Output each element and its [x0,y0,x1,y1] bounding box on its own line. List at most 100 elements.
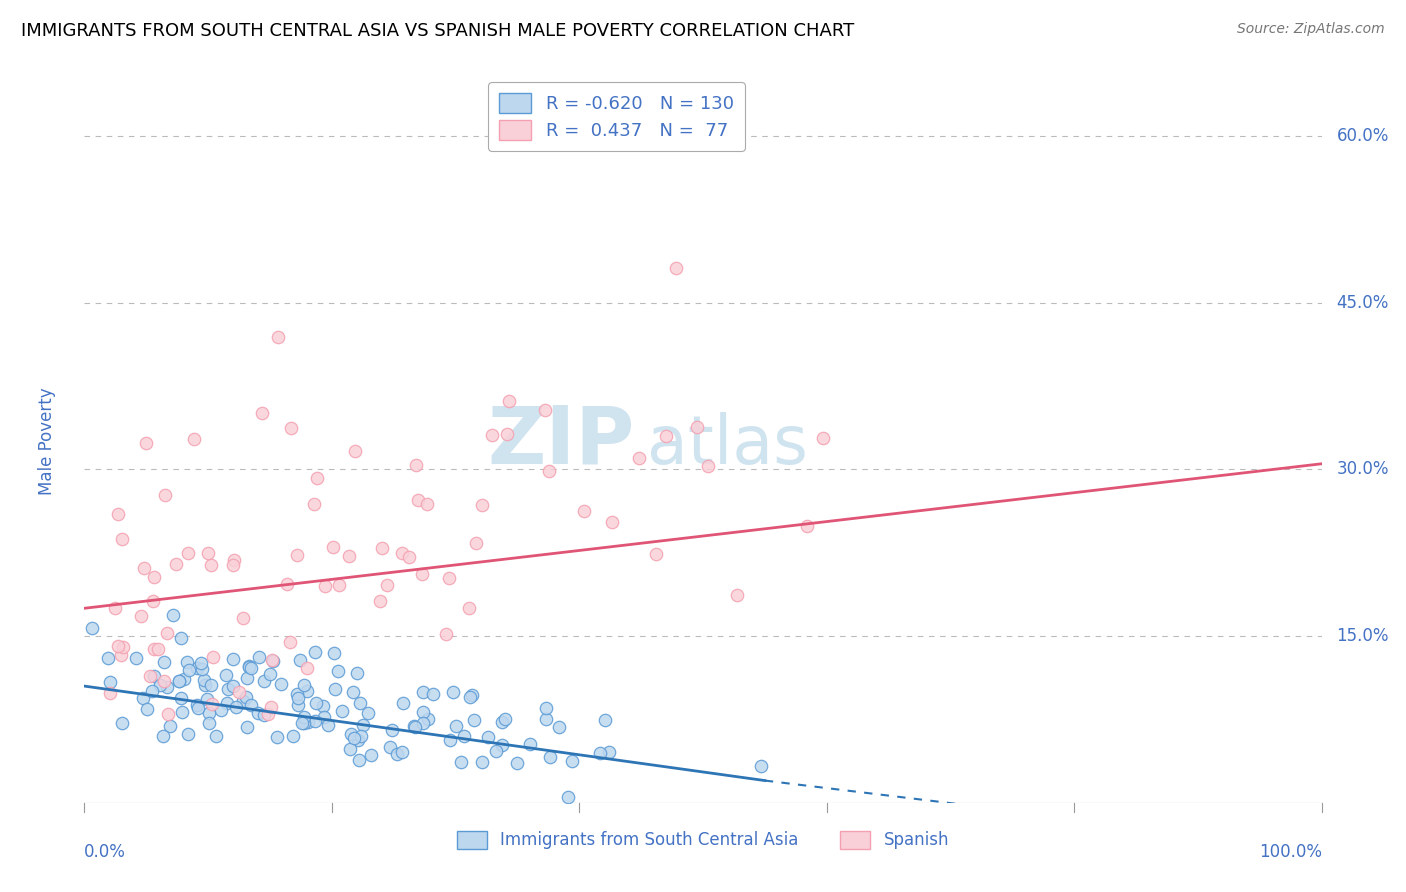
Point [228,685,250,699]
Point [194,678,217,692]
Point [281,730,304,744]
Point [477,730,499,744]
Point [538,750,561,764]
Point [323,646,346,660]
Point [215,696,238,710]
Text: Source: ZipAtlas.com: Source: ZipAtlas.com [1237,22,1385,37]
Point [304,645,326,659]
Point [107,640,129,654]
Point [287,698,309,712]
Point [195,691,218,706]
Point [418,712,440,726]
Point [111,640,134,654]
Point [337,549,360,563]
Point [811,431,834,445]
Point [391,745,413,759]
Point [135,436,157,450]
Point [134,561,156,575]
Point [378,739,401,754]
Point [534,700,557,714]
Point [104,601,127,615]
Point [162,608,184,623]
Text: 30.0%: 30.0% [1337,460,1389,478]
Point [412,685,434,699]
Point [356,706,378,721]
Point [232,694,254,708]
Point [346,665,368,680]
Point [267,329,290,343]
Point [253,674,276,689]
Point [360,747,382,762]
Point [589,746,612,760]
Text: IMMIGRANTS FROM SOUTH CENTRAL ASIA VS SPANISH MALE POVERTY CORRELATION CHART: IMMIGRANTS FROM SOUTH CENTRAL ASIA VS SP… [21,22,855,40]
Point [375,578,398,592]
Point [458,600,481,615]
Point [142,641,165,656]
Point [391,696,413,710]
Point [344,443,367,458]
Point [165,557,187,571]
Point [262,654,284,668]
Point [600,515,623,529]
Point [197,715,219,730]
Point [215,668,238,682]
Point [98,674,121,689]
Point [97,651,120,665]
Point [200,678,222,692]
Point [349,729,371,743]
Text: ZIP: ZIP [488,402,636,481]
Point [159,719,181,733]
Point [471,756,494,770]
Point [170,705,193,719]
Point [209,703,232,717]
Point [434,627,457,641]
Point [422,688,444,702]
Point [152,729,174,743]
Point [655,429,678,443]
Point [461,688,484,702]
Point [491,715,513,730]
Point [295,661,318,675]
Point [217,682,239,697]
Point [236,721,259,735]
Point [110,648,132,663]
Point [167,674,190,689]
Point [98,686,121,700]
Point [177,546,200,560]
Point [169,674,191,689]
Point [198,706,221,721]
Point [235,690,257,704]
Point [129,609,152,624]
Point [292,710,315,724]
Point [232,611,254,625]
Text: 0.0%: 0.0% [84,843,127,861]
Point [471,498,494,512]
Point [238,660,260,674]
Point [278,635,301,649]
Point [222,558,245,572]
Point [404,720,426,734]
Point [152,674,174,689]
Point [295,683,318,698]
Point [291,716,314,731]
Point [557,790,579,805]
Point [259,667,281,681]
Point [149,678,172,692]
Point [266,731,288,745]
Point [453,729,475,743]
Point [316,718,339,732]
Point [644,547,666,561]
Point [574,504,596,518]
Point [312,710,335,724]
Point [187,701,209,715]
Point [107,507,129,521]
Point [481,427,503,442]
Point [173,672,195,686]
Point [342,685,364,699]
Point [197,546,219,560]
Point [186,698,208,712]
Point [176,656,198,670]
Point [80,621,103,635]
Point [285,548,308,562]
Point [328,577,350,591]
